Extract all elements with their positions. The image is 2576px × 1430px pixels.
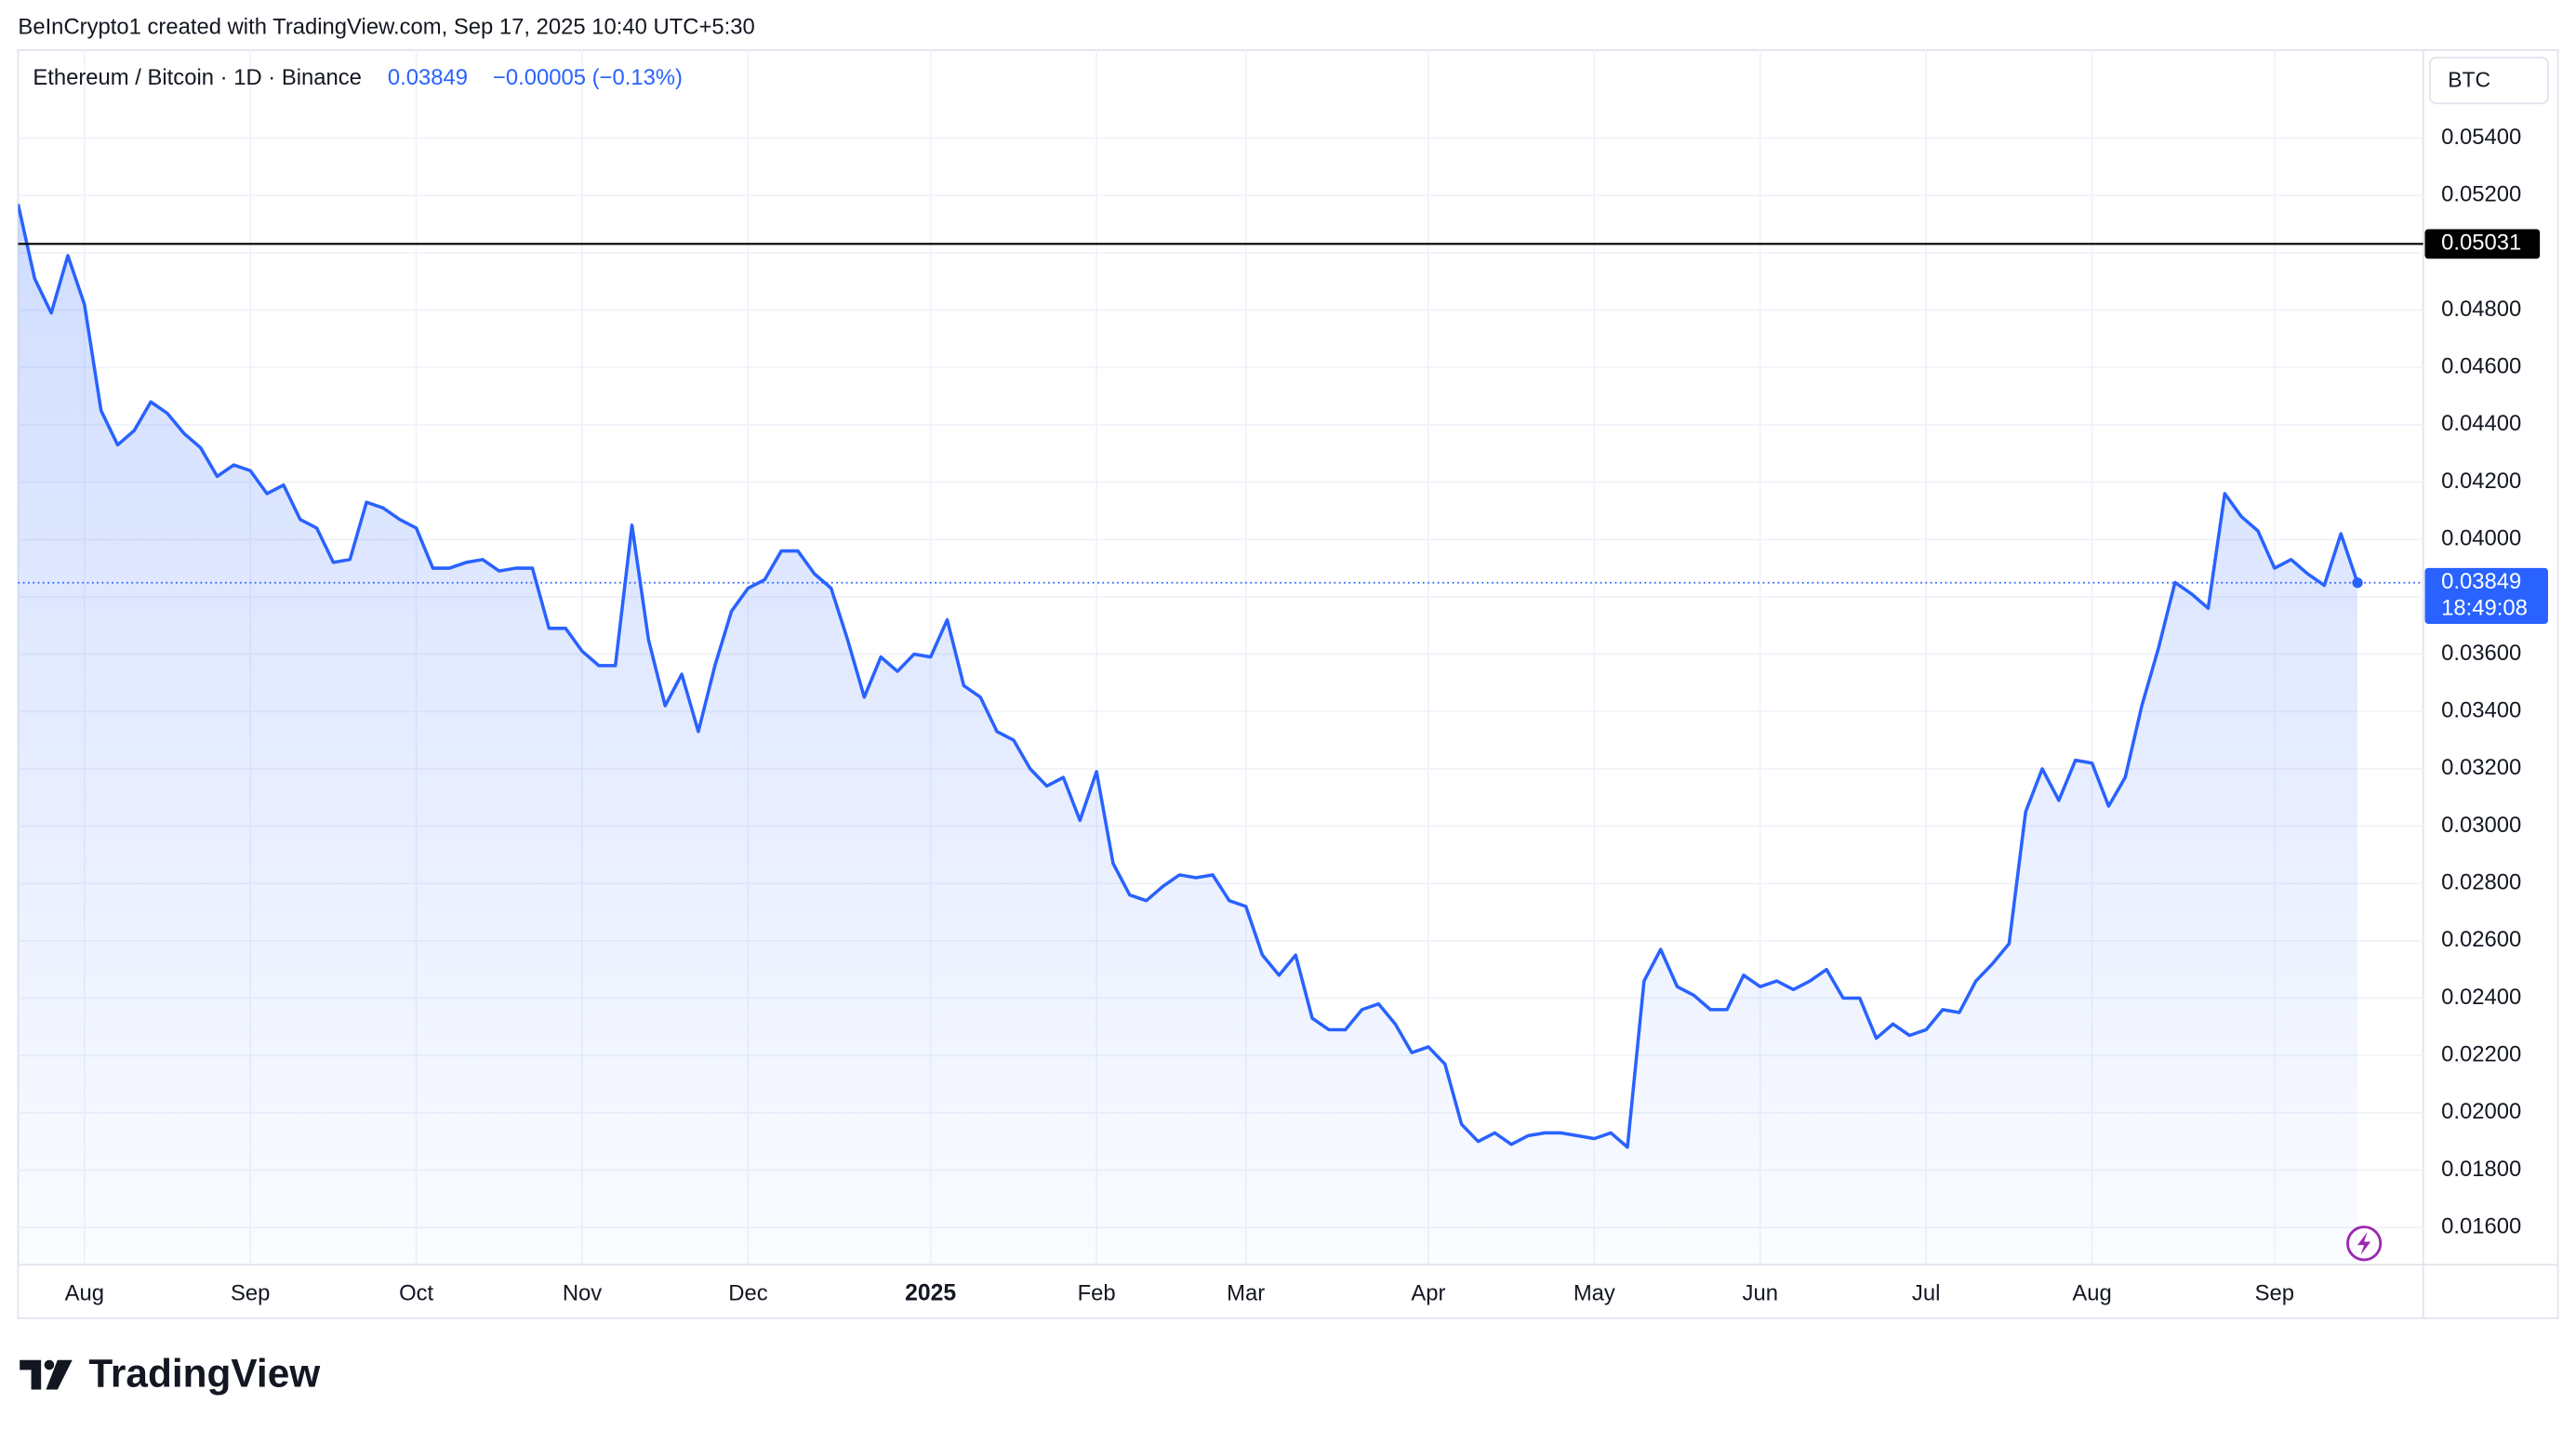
x-tick-label: Sep — [231, 1280, 270, 1305]
unit-box[interactable] — [2428, 56, 2549, 105]
last-price-label: 0.03849 — [2441, 569, 2521, 594]
legend-last: 0.03849 — [388, 65, 468, 90]
y-tick-label: 0.04600 — [2441, 354, 2521, 379]
price-line — [18, 204, 2359, 1149]
alert-icon[interactable] — [2346, 1225, 2383, 1262]
countdown-label: 18:49:08 — [2441, 595, 2528, 620]
y-tick-label: 0.04400 — [2441, 411, 2521, 436]
y-tick-label: 0.01800 — [2441, 1157, 2521, 1182]
x-tick-label: 2025 — [905, 1281, 956, 1306]
y-tick-label: 0.04800 — [2441, 297, 2521, 322]
x-tick-label: Nov — [563, 1280, 602, 1305]
y-tick-label: 0.01600 — [2441, 1213, 2521, 1238]
y-tick-label: 0.03600 — [2441, 641, 2521, 666]
x-tick-label: Aug — [65, 1280, 104, 1305]
x-tick-label: Jun — [1743, 1280, 1778, 1305]
last-price-box — [2424, 567, 2548, 624]
y-tick-label: 0.02800 — [2441, 870, 2521, 895]
logo-text: TradingView — [88, 1352, 321, 1396]
y-tick-label: 0.04000 — [2441, 526, 2521, 551]
x-tick-label: Mar — [1227, 1280, 1265, 1305]
unit-label: BTC — [2448, 68, 2490, 92]
plot — [18, 204, 2423, 1265]
last-point — [2352, 577, 2363, 589]
area-fill — [18, 204, 2358, 1265]
y-tick-label: 0.03000 — [2441, 813, 2521, 838]
x-tick-label: Jul — [1912, 1280, 1940, 1305]
hline-label: 0.05031 — [2441, 231, 2521, 256]
logo: TradingView — [20, 1352, 321, 1396]
hline-label-box — [2424, 229, 2541, 259]
y-tick-label: 0.02200 — [2441, 1041, 2521, 1066]
y-tick-label: 0.02400 — [2441, 985, 2521, 1010]
y-tick-label: 0.05400 — [2441, 125, 2521, 150]
axes: 0.01600 0.01800 0.02000 0.02200 0.02400 0.026… — [65, 125, 2548, 1306]
y-tick-label: 0.02000 — [2441, 1099, 2521, 1124]
x-tick-label: Oct — [399, 1280, 433, 1305]
y-tick-label: 0.03400 — [2441, 698, 2521, 723]
x-tick-label: Aug — [2072, 1280, 2111, 1305]
legend-change: −0.00005 (−0.13%) — [493, 65, 683, 90]
header: BeInCrypto1 created with TradingView.com… — [18, 14, 754, 39]
y-tick-label: 0.05200 — [2441, 182, 2521, 207]
chart-title: Ethereum / Bitcoin · 1D · Binance — [33, 65, 362, 90]
x-tick-label: Dec — [728, 1280, 767, 1305]
y-tick-label: 0.03200 — [2441, 755, 2521, 780]
x-tick-label: Apr — [1411, 1280, 1445, 1305]
y-tick-label: 0.04200 — [2441, 469, 2521, 494]
x-tick-label: Sep — [2255, 1280, 2294, 1305]
x-tick-label: Feb — [1078, 1280, 1116, 1305]
y-tick-label: 0.02600 — [2441, 927, 2521, 952]
x-tick-label: May — [1573, 1280, 1615, 1305]
